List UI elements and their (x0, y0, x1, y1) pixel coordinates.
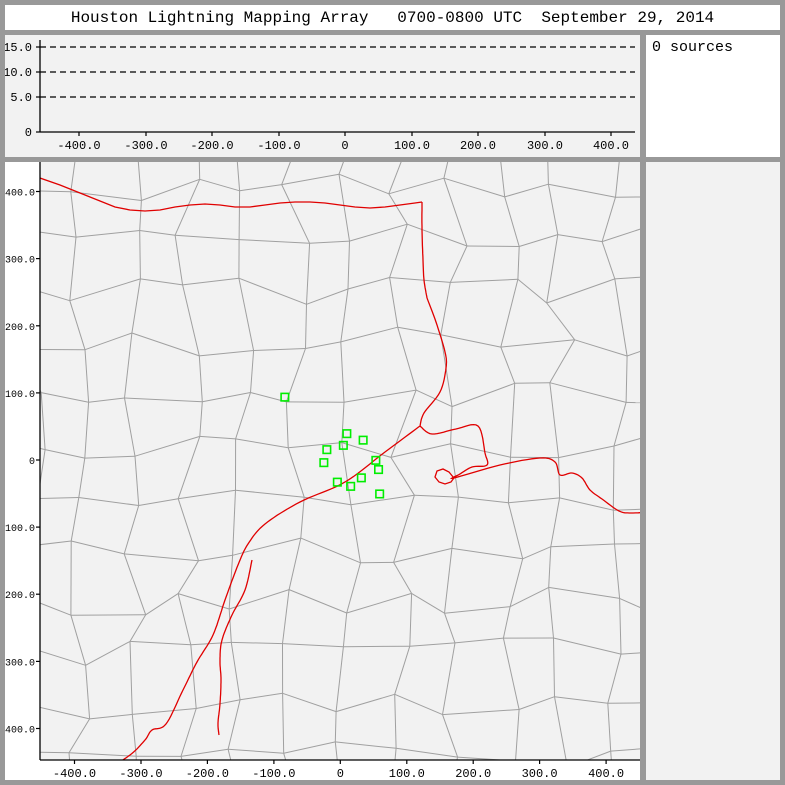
svg-text:200.0: 200.0 (460, 139, 496, 153)
svg-text:0: 0 (337, 767, 344, 780)
svg-text:10.0: 10.0 (5, 66, 32, 80)
svg-text:-100.0: -100.0 (252, 767, 295, 780)
svg-text:-100.0: -100.0 (5, 524, 35, 535)
svg-text:100.0: 100.0 (389, 767, 425, 780)
svg-text:0: 0 (341, 139, 348, 153)
svg-text:0: 0 (29, 457, 35, 468)
svg-text:-300.0: -300.0 (119, 767, 162, 780)
svg-text:-300.0: -300.0 (5, 658, 35, 669)
svg-text:-400.0: -400.0 (5, 726, 35, 737)
svg-text:200.0: 200.0 (455, 767, 491, 780)
svg-text:-400.0: -400.0 (57, 139, 100, 153)
svg-text:-200.0: -200.0 (5, 591, 35, 602)
svg-text:400.0: 400.0 (588, 767, 624, 780)
svg-text:-200.0: -200.0 (190, 139, 233, 153)
svg-text:0: 0 (25, 126, 32, 140)
svg-text:300.0: 300.0 (5, 256, 35, 267)
svg-text:15.0: 15.0 (5, 41, 32, 55)
svg-text:300.0: 300.0 (527, 139, 563, 153)
svg-text:300.0: 300.0 (522, 767, 558, 780)
svg-text:400.0: 400.0 (593, 139, 629, 153)
svg-text:-300.0: -300.0 (124, 139, 167, 153)
svg-text:-200.0: -200.0 (186, 767, 229, 780)
svg-text:200.0: 200.0 (5, 323, 35, 334)
svg-text:100.0: 100.0 (394, 139, 430, 153)
svg-text:400.0: 400.0 (5, 189, 35, 200)
svg-text:100.0: 100.0 (5, 390, 35, 401)
svg-text:-100.0: -100.0 (257, 139, 300, 153)
svg-text:-400.0: -400.0 (53, 767, 96, 780)
svg-text:5.0: 5.0 (10, 91, 32, 105)
